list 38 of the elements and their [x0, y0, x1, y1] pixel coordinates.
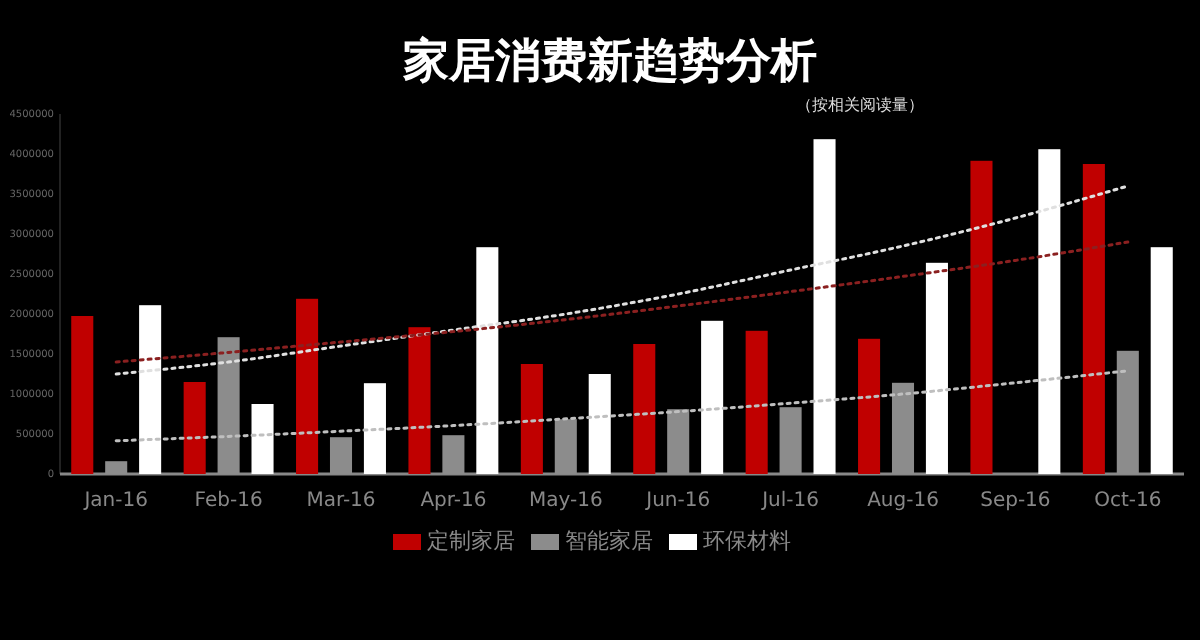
bar [1038, 149, 1061, 474]
line-series [114, 184, 1130, 376]
chart-title: 家居消费新趋势分析 [401, 34, 817, 88]
x-tick-label: Jun-16 [644, 490, 711, 513]
bar [183, 382, 206, 474]
bar [251, 404, 274, 474]
bar [1082, 164, 1105, 474]
bar [408, 327, 431, 474]
bar [970, 160, 993, 474]
bar [858, 338, 881, 474]
legend-label: 定制家居 [427, 528, 515, 554]
bar [71, 316, 94, 474]
bar [1150, 247, 1173, 474]
x-tick-label: Apr-16 [420, 490, 487, 513]
legend-label: 智能家居 [565, 528, 653, 554]
legend-label: 环保材料 [703, 528, 791, 554]
x-tick-label: Mar-16 [306, 490, 376, 513]
x-tick-label: Jul-16 [760, 490, 820, 513]
bar [588, 374, 611, 474]
line-series [114, 369, 1130, 443]
bar [139, 305, 162, 474]
x-tick-label: Sep-16 [980, 490, 1051, 513]
bar [476, 247, 499, 474]
x-tick-label: Aug-16 [867, 490, 939, 513]
chart-subtitle: （按相关阅读量） [796, 96, 924, 114]
bar [363, 383, 386, 474]
bar [745, 330, 768, 474]
x-tick-label: Jan-16 [82, 490, 148, 513]
bar [925, 262, 948, 474]
x-tick-label: Feb-16 [194, 490, 263, 513]
x-tick-label: May-16 [528, 490, 603, 513]
bar [296, 298, 319, 474]
line-series [114, 240, 1130, 364]
bar [813, 139, 836, 474]
bar [633, 344, 656, 474]
bar [520, 364, 543, 474]
bar [701, 320, 724, 474]
x-tick-label: Oct-16 [1094, 490, 1162, 513]
